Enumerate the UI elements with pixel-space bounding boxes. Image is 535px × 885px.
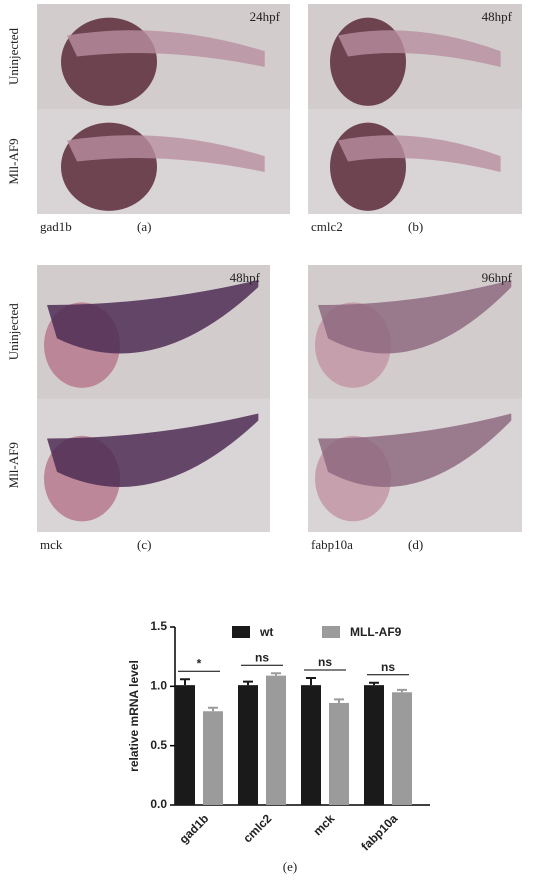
x-tick-label: gad1b	[176, 811, 211, 846]
x-tick-label: cmlc2	[240, 811, 274, 845]
row-label: Uninjected	[6, 303, 21, 361]
panel-letter: (a)	[137, 219, 151, 234]
error-bar	[208, 706, 218, 712]
significance-label: ns	[318, 655, 332, 669]
row-label: Mll-AF9	[6, 442, 21, 488]
error-bar	[369, 681, 379, 686]
gene-label: cmlc2	[311, 219, 343, 234]
stage-label: 48hpf	[230, 270, 261, 285]
gene-label: gad1b	[40, 219, 72, 234]
embryo-body	[47, 413, 259, 487]
y-tick-label: 1.0	[150, 679, 167, 693]
significance-label: ns	[255, 650, 269, 664]
embryo-body	[47, 280, 259, 354]
row-label: Mll-AF9	[6, 138, 21, 184]
error-bar	[180, 678, 190, 686]
x-tick-label: mck	[310, 811, 337, 838]
panel-letter: (b)	[408, 219, 423, 234]
bar	[203, 711, 223, 805]
row-label: Uninjected	[6, 27, 21, 85]
y-tick-label: 1.5	[150, 619, 167, 633]
embryo-body	[67, 135, 265, 172]
bar-chart: 0.0 0.5 1.0 1.5 relative mRNA level gad1b * cml…	[127, 619, 430, 853]
chart-caption: (e)	[283, 859, 297, 874]
error-bar	[306, 677, 316, 686]
bar	[364, 685, 384, 805]
stage-label: 96hpf	[482, 270, 513, 285]
stage-label: 24hpf	[250, 9, 281, 24]
legend-swatch	[232, 626, 250, 638]
bar	[301, 685, 321, 805]
y-axis-label: relative mRNA level	[127, 660, 141, 772]
significance-label: *	[197, 656, 202, 670]
embryo-body	[318, 280, 512, 354]
error-bar	[397, 688, 407, 693]
panel-letter: (d)	[408, 537, 423, 552]
error-bar	[271, 672, 281, 676]
error-bar	[243, 680, 253, 686]
embryo-body	[338, 30, 501, 67]
y-tick-label: 0.5	[150, 738, 167, 752]
panel-letter: (c)	[137, 537, 151, 552]
significance-label: ns	[381, 660, 395, 674]
x-tick-label: fabp10a	[358, 811, 400, 853]
embryo-body	[338, 135, 501, 172]
gene-label: mck	[40, 537, 63, 552]
bar	[329, 702, 349, 805]
error-bar	[334, 698, 344, 703]
legend-label: MLL-AF9	[350, 625, 402, 639]
bar	[266, 675, 286, 805]
embryo-body	[318, 413, 512, 487]
bar	[238, 685, 258, 805]
gene-label: fabp10a	[311, 537, 353, 552]
bar	[175, 685, 195, 805]
bar	[392, 692, 412, 805]
legend-label: wt	[259, 625, 273, 639]
embryo-body	[67, 30, 265, 67]
stage-label: 48hpf	[482, 9, 513, 24]
legend-swatch	[322, 626, 340, 638]
y-tick-label: 0.0	[150, 797, 167, 811]
